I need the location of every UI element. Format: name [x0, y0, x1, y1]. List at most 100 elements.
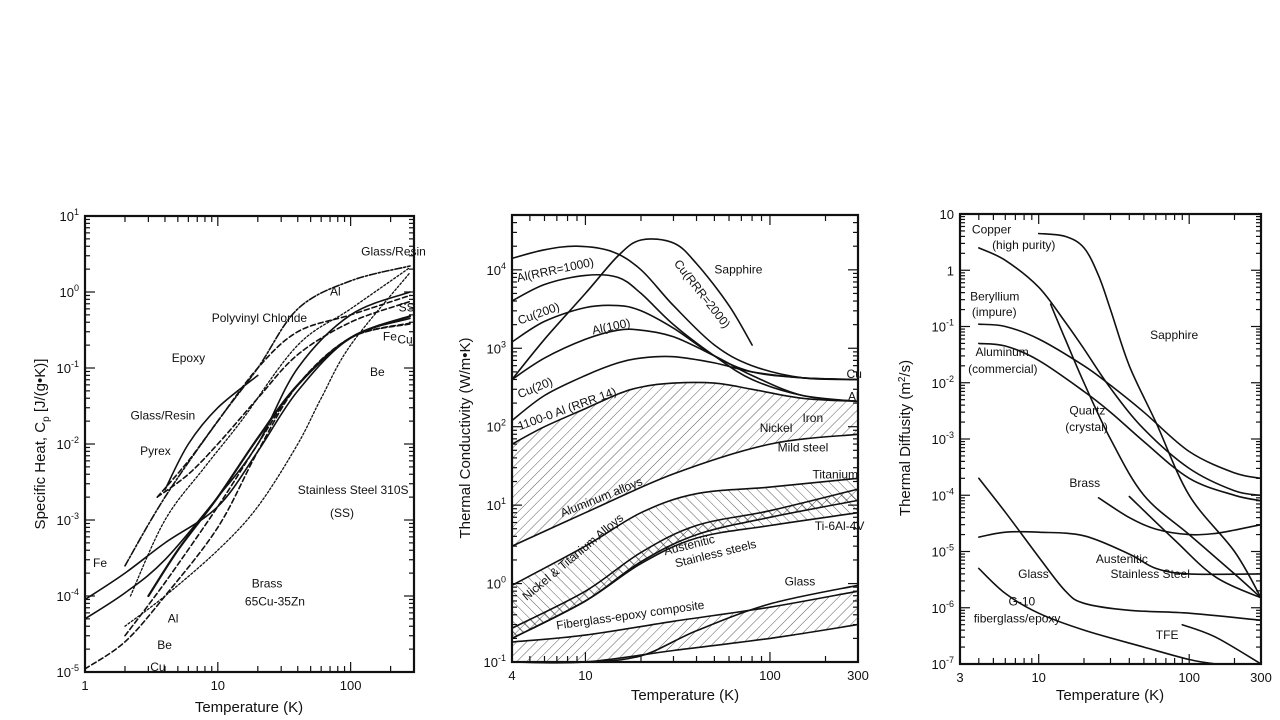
y-tick-exponent: 0	[501, 575, 506, 585]
series-brass	[1097, 497, 1262, 536]
y-tick-exponent: -1	[71, 359, 79, 369]
annotation-cu-20: Cu(20)	[516, 374, 555, 401]
annotation-polyvinyl-chloride: Polyvinyl Chloride	[212, 311, 308, 325]
y-tick-label: 10-3	[57, 511, 79, 528]
y-tick-label: 10-2	[932, 374, 954, 391]
annotation-brass: Brass	[1069, 476, 1100, 490]
y-tick-label: 10-1	[484, 653, 506, 670]
y-tick-label: 10-5	[57, 663, 79, 680]
series-beryllium-impure	[978, 323, 1262, 480]
annotation-ss: SS	[399, 301, 415, 315]
annotation-nickel: Nickel	[760, 421, 793, 435]
x-tick-label: 300	[847, 668, 869, 683]
series-austenitic-stainless-steels-upper	[511, 488, 859, 629]
y-tick-base: 10	[940, 207, 954, 222]
y-tick-base: 10	[487, 263, 501, 278]
annotation-be: Be	[370, 365, 385, 379]
y-tick-base: 10	[60, 209, 74, 224]
y-tick-exponent: 1	[74, 207, 79, 217]
y-tick-base: 10	[487, 577, 501, 592]
y-tick-base: 10	[487, 498, 501, 513]
annotation-pyrex: Pyrex	[140, 444, 171, 458]
annotation-al: Al	[848, 390, 859, 404]
series-brass-65cu-35zn	[124, 323, 411, 637]
annotation-stainless-steel-310s: Stainless Steel 310S	[298, 483, 409, 497]
y-tick-exponent: 2	[501, 418, 506, 428]
annotation-al: Al	[330, 284, 341, 298]
series-austenitic-stainless-steel	[978, 530, 1262, 576]
y-tick-base: 10	[57, 513, 71, 528]
x-tick-label: 10	[211, 678, 225, 693]
series-group	[978, 232, 1262, 665]
series-group	[511, 238, 859, 664]
x-tick-label: 10	[578, 668, 592, 683]
annotation-65cu-35zn: 65Cu-35Zn	[245, 594, 305, 608]
annotation-mild-steel: Mild steel	[778, 441, 829, 455]
y-tick-base: 10	[487, 420, 501, 435]
annotation-beryllium: Beryllium	[970, 289, 1019, 303]
y-tick-base: 10	[932, 376, 946, 391]
y-tick-label: 10-4	[57, 587, 79, 604]
x-tick-label: 100	[1178, 670, 1200, 685]
annotation-cu: Cu	[150, 660, 165, 674]
y-tick-label: 104	[487, 261, 506, 278]
y-tick-label: 10-1	[57, 359, 79, 376]
series-al-rrr-1000	[511, 273, 859, 403]
y-tick-label: 101	[487, 496, 506, 513]
chart-thermal-diffusivity: 3 10 100 30010-710-610-510-410-310-210-1110…	[897, 207, 1272, 704]
annotation-group: Copper(high purity) Beryllium (impure) Alum…	[968, 223, 1198, 642]
y-tick-base: 10	[484, 655, 498, 670]
y-tick-base: 10	[60, 285, 74, 300]
series-tfe	[1181, 623, 1262, 665]
y-tick-exponent: 1	[501, 496, 506, 506]
series-aluminum-commercial	[978, 342, 1262, 502]
y-tick-exponent: -3	[946, 430, 954, 440]
annotation-cu: Cu	[397, 333, 412, 347]
annotation-austenitic: Austenitic	[1096, 552, 1148, 566]
annotation-tfe: TFE	[1156, 628, 1179, 642]
y-tick-label: 100	[60, 283, 79, 300]
series-epoxy	[164, 374, 259, 491]
annotation-ti-6al-4v: Ti-6Al-4V	[815, 519, 865, 533]
annotation-impure: (impure)	[972, 305, 1017, 319]
x-tick-label: 100	[340, 678, 362, 693]
x-tick-label: 300	[1250, 670, 1272, 685]
annotation-glass: Glass	[785, 574, 816, 588]
x-tick-label: 4	[508, 668, 515, 683]
annotation-al: Al	[168, 611, 179, 625]
band-aluminum-alloys	[512, 382, 858, 547]
y-tick-label: 10-2	[57, 435, 79, 452]
annotation-crystal: (crystal)	[1065, 420, 1108, 434]
series-fiberglass-epoxy-composite-upper	[511, 590, 859, 643]
y-tick-exponent: -1	[946, 318, 954, 328]
annotation-epoxy: Epoxy	[172, 351, 205, 365]
annotation-g-10: G-10	[1008, 594, 1035, 608]
annotation-be: Be	[157, 638, 172, 652]
y-tick-label: 10-4	[932, 486, 954, 503]
series-sapphire	[511, 238, 753, 381]
y-tick-exponent: -5	[71, 663, 79, 673]
annotation-ss: (SS)	[330, 506, 354, 520]
y-tick-exponent: 4	[501, 261, 506, 271]
y-tick-base: 10	[57, 589, 71, 604]
annotation-aluminum: Aluminum	[975, 345, 1028, 359]
y-axis-title: Thermal Diffusity (m2/s)	[897, 360, 914, 516]
bands	[512, 382, 858, 663]
annotation-cu: Cu	[847, 367, 862, 381]
series-cu-20	[511, 355, 859, 422]
y-tick-base: 10	[57, 361, 71, 376]
series-be	[124, 271, 411, 627]
series-al	[84, 291, 411, 620]
series-glass	[978, 477, 1262, 621]
series-group	[84, 265, 412, 670]
annotation-fe: Fe	[93, 556, 107, 570]
y-tick-base: 10	[487, 341, 501, 356]
y-tick-exponent: -4	[946, 486, 954, 496]
annotation-high-purity: (high purity)	[992, 238, 1055, 252]
y-tick-label: 100	[487, 575, 506, 592]
series-iron-nickel-mild-steel	[511, 433, 859, 547]
